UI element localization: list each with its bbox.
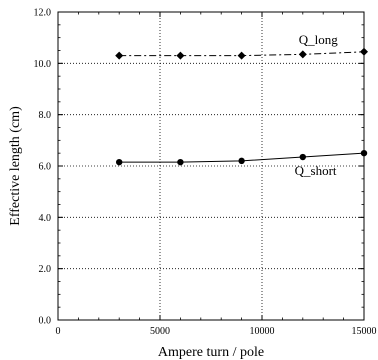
data-point-q-long [115, 51, 124, 60]
x-tick-label: 0 [56, 326, 61, 337]
x-axis-title: Ampere turn / pole [158, 345, 264, 360]
series-layer [115, 47, 368, 166]
data-point-q-short [299, 153, 306, 161]
data-point-q-short [238, 157, 245, 165]
series-label-q-long: Q_long [299, 32, 339, 47]
data-point-q-short [177, 158, 184, 166]
y-tick-label: 10.0 [34, 59, 52, 70]
y-tick-label: 12.0 [34, 8, 52, 19]
x-tick-label: 15000 [352, 326, 377, 337]
tick-labels: 0 5000 10000 15000 0.0 2.0 4.0 6.0 8.0 10.0 12.0 [34, 8, 377, 338]
ticks [57, 11, 365, 321]
y-tick-label: 0.0 [39, 316, 52, 327]
series-label-q-short: Q_short [295, 163, 337, 178]
y-axis-title: Effective length (cm) [8, 106, 23, 226]
x-tick-label: 5000 [150, 326, 170, 337]
grid [58, 12, 364, 320]
y-tick-label: 2.0 [39, 264, 52, 275]
data-point-q-short [116, 158, 123, 166]
data-point-q-long [237, 51, 246, 60]
y-tick-label: 8.0 [39, 110, 52, 121]
data-point-q-long [176, 51, 185, 60]
data-point-q-long [298, 50, 307, 59]
y-tick-label: 6.0 [39, 162, 52, 173]
y-tick-label: 4.0 [39, 213, 52, 224]
x-tick-label: 10000 [250, 326, 275, 337]
